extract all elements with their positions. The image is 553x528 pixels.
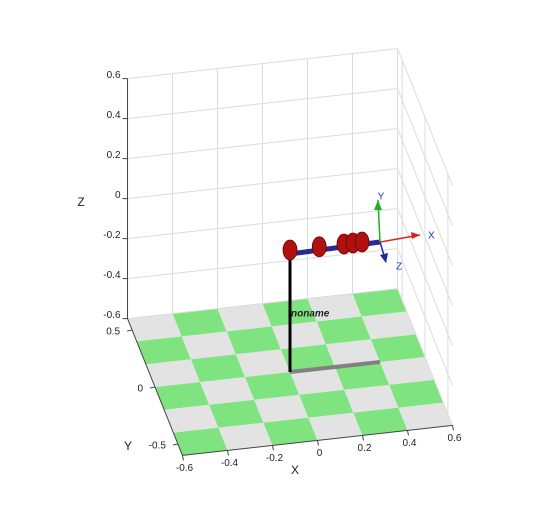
x-tick — [406, 430, 409, 436]
x-tick — [271, 445, 274, 451]
floor-tile — [136, 336, 191, 365]
x-tick-label: 0.6 — [448, 433, 462, 444]
frame-y-head — [374, 200, 382, 210]
frame-y-label: Y — [378, 192, 385, 203]
floor — [127, 288, 453, 456]
z-tick-label: -0.4 — [103, 270, 121, 281]
floor-tile — [181, 331, 236, 360]
floor-tile — [307, 293, 362, 322]
y-tick — [127, 329, 133, 332]
robot-shadow — [289, 360, 381, 374]
floor-tile — [263, 417, 318, 446]
floor-tile — [325, 339, 380, 367]
floor-tile — [217, 303, 272, 332]
walls: -0.6 -0.4 -0.2 0 0.2 0.4 0.6 -0.6 -0.4 -0.2 0 0.2 0.… — [103, 48, 462, 474]
frame-x-head — [411, 232, 420, 239]
x-tick-label: 0.2 — [358, 443, 372, 454]
floor-tile — [389, 379, 444, 408]
grid-line — [127, 208, 398, 240]
floor-tile — [200, 377, 255, 405]
floor-tile — [380, 357, 435, 385]
x-tick-label: 0 — [317, 448, 323, 459]
frame-z-head — [380, 253, 388, 263]
z-tick-label: 0 — [115, 190, 121, 201]
floor-tile — [218, 422, 273, 451]
y-tick-label: 0.5 — [106, 327, 120, 338]
grid-line — [127, 248, 398, 280]
x-tick-label: -0.2 — [266, 453, 284, 464]
grid-line — [397, 288, 453, 426]
y-tick — [149, 386, 156, 389]
floor-tile — [299, 389, 354, 418]
robot-joint — [311, 236, 327, 258]
floor-tile — [280, 344, 335, 372]
x-tick-label: 0.4 — [403, 438, 417, 449]
floor-tile — [352, 288, 407, 317]
z-axis-label: Z — [77, 195, 84, 209]
y-tick-label: 0 — [137, 384, 143, 395]
floor-tile — [235, 349, 290, 377]
grid-line — [397, 168, 453, 306]
floor-tile — [308, 412, 363, 441]
floor-tile — [155, 382, 210, 410]
grid-line — [397, 208, 453, 346]
z-tick-label: -0.2 — [103, 230, 121, 241]
x-axis-label: X — [291, 463, 299, 477]
floor-tile — [361, 311, 416, 340]
x-tick — [181, 455, 184, 461]
floor-tile — [164, 404, 219, 433]
z-tick-label: -0.6 — [103, 310, 121, 321]
grid-line — [397, 88, 453, 226]
x-tick — [226, 450, 229, 456]
z-tick-label: 0.4 — [107, 110, 121, 121]
y-tick — [172, 443, 178, 446]
floor-tile — [173, 427, 228, 456]
z-tick-label: 0.6 — [107, 70, 121, 81]
floor-tile — [145, 359, 200, 387]
floor-tile — [254, 394, 309, 423]
grid-line — [127, 168, 398, 200]
floor-tile — [209, 399, 264, 428]
grid-line — [397, 48, 453, 186]
floor-tile — [316, 316, 371, 345]
robot-joint — [282, 239, 298, 261]
floor-tile — [344, 384, 399, 413]
robot-name: noname — [291, 309, 330, 320]
floor-tile — [370, 334, 425, 362]
frame-x-label: X — [428, 231, 435, 242]
floor-tile — [290, 367, 345, 395]
x-tick — [451, 425, 454, 431]
x-tick-label: -0.4 — [221, 458, 239, 469]
frame-z-label: Z — [396, 262, 402, 273]
floor-tile — [271, 321, 326, 350]
x-tick-label: -0.6 — [176, 463, 194, 474]
floor-tile — [172, 308, 227, 337]
grid-line — [397, 128, 453, 266]
grid-line — [127, 128, 398, 160]
robot — [282, 199, 421, 374]
grid-line — [127, 48, 398, 80]
floor-tile — [190, 354, 245, 382]
floor-tile — [127, 313, 182, 342]
x-tick — [361, 435, 364, 441]
floor-tile — [226, 326, 281, 355]
y-axis-label: Y — [124, 439, 132, 453]
x-tick — [316, 440, 319, 446]
floor-tile — [398, 402, 453, 431]
robot-joint — [354, 231, 370, 253]
grid-line — [127, 288, 398, 320]
y-tick-label: -0.5 — [149, 441, 167, 452]
floor-tile — [335, 362, 390, 390]
floor-tile — [245, 372, 300, 400]
grid-line — [397, 248, 453, 386]
grid-line — [127, 88, 398, 120]
floor-tile — [353, 407, 408, 436]
z-tick-label: 0.2 — [107, 150, 121, 161]
